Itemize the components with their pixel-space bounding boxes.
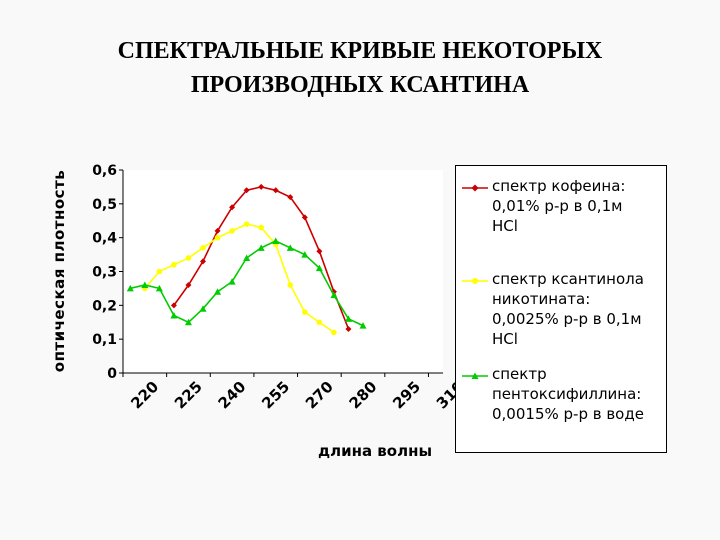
legend-swatch-pentoxifylline: [462, 372, 488, 379]
data-point-xanthinol: [302, 309, 308, 315]
data-point-pentoxifylline: [199, 305, 207, 312]
data-point-xanthinol: [229, 228, 235, 234]
x-axis-title: длина волны: [318, 442, 432, 460]
y-tick-label: 0,5: [92, 197, 117, 213]
data-point-caffeine: [185, 282, 192, 289]
x-tick-label: 295: [389, 378, 424, 413]
y-tick-label: 0,4: [92, 231, 117, 247]
data-point-xanthinol: [258, 224, 264, 231]
data-point-xanthinol: [243, 221, 250, 227]
data-point-pentoxifylline: [315, 264, 323, 272]
data-point-caffeine: [229, 204, 236, 211]
data-point-caffeine: [316, 248, 323, 255]
data-point-pentoxifylline: [286, 244, 294, 251]
y-tick-label: 0: [107, 366, 117, 382]
data-point-xanthinol: [331, 329, 337, 336]
data-point-pentoxifylline: [330, 291, 338, 299]
data-point-xanthinol: [200, 245, 206, 251]
legend-swatch-xanthinol: [462, 278, 488, 284]
data-point-pentoxifylline: [170, 311, 178, 319]
data-point-pentoxifylline: [214, 288, 222, 295]
data-point-xanthinol: [316, 319, 323, 326]
legend-label-caffeine: спектр кофеина: 0,01% р-р в 0,1м HCl: [492, 177, 626, 235]
data-point-pentoxifylline: [301, 251, 309, 258]
legend-label-xanthinol: спектр ксантинола никотината: 0,0025% р-…: [492, 270, 644, 348]
data-point-caffeine: [170, 302, 177, 309]
data-point-pentoxifylline: [126, 284, 134, 292]
x-tick-label: 270: [302, 378, 337, 413]
legend-label-pentoxifylline: спектр пентоксифиллина: 0,0015% р-р в во…: [492, 365, 644, 423]
data-point-xanthinol: [185, 255, 192, 261]
slide-title-line-2: ПРОИЗВОДНЫХ КСАНТИНА: [190, 72, 530, 98]
y-axis-title: оптическая плотность: [50, 170, 68, 372]
data-point-pentoxifylline: [155, 284, 163, 292]
x-tick-label: 255: [258, 378, 293, 413]
data-point-pentoxifylline: [344, 315, 352, 322]
legend-swatch-caffeine: [462, 184, 488, 192]
y-tick-label: 0,1: [92, 332, 117, 348]
data-point-pentoxifylline: [257, 244, 265, 251]
data-point-caffeine: [200, 258, 206, 265]
slide-title-line-1: СПЕКТРАЛЬНЫЕ КРИВЫЕ НЕКОТОРЫХ: [117, 38, 603, 64]
data-point-caffeine: [272, 187, 279, 194]
data-point-pentoxifylline: [272, 237, 280, 245]
slide-title: СПЕКТРАЛЬНЫЕ КРИВЫЕ НЕКОТОРЫХ ПРОИЗВОДНЫ…: [0, 34, 720, 102]
data-point-xanthinol: [156, 268, 163, 275]
y-tick-label: 0,2: [92, 298, 117, 314]
y-tick-label: 0,3: [92, 265, 117, 281]
chart-legend: спектр кофеина: 0,01% р-р в 0,1м HCl спе…: [455, 165, 667, 453]
data-point-xanthinol: [214, 234, 221, 241]
data-point-pentoxifylline: [184, 318, 192, 326]
data-point-caffeine: [345, 326, 352, 333]
data-point-pentoxifylline: [243, 254, 251, 261]
x-tick-label: 225: [171, 378, 206, 413]
data-point-caffeine: [301, 214, 308, 221]
y-tick-label: 0,6: [92, 163, 117, 179]
data-point-pentoxifylline: [359, 322, 367, 329]
data-point-pentoxifylline: [141, 281, 149, 289]
x-tick-label: 240: [215, 378, 250, 413]
data-point-caffeine: [258, 183, 265, 190]
plot-area: [123, 170, 443, 373]
x-tick-label: 220: [127, 378, 162, 413]
data-point-pentoxifylline: [228, 278, 236, 285]
x-tick-label: 280: [346, 378, 381, 413]
data-point-xanthinol: [171, 261, 177, 268]
data-point-caffeine: [243, 187, 250, 194]
data-point-caffeine: [214, 227, 221, 234]
data-point-xanthinol: [287, 282, 294, 288]
data-point-caffeine: [287, 194, 294, 201]
